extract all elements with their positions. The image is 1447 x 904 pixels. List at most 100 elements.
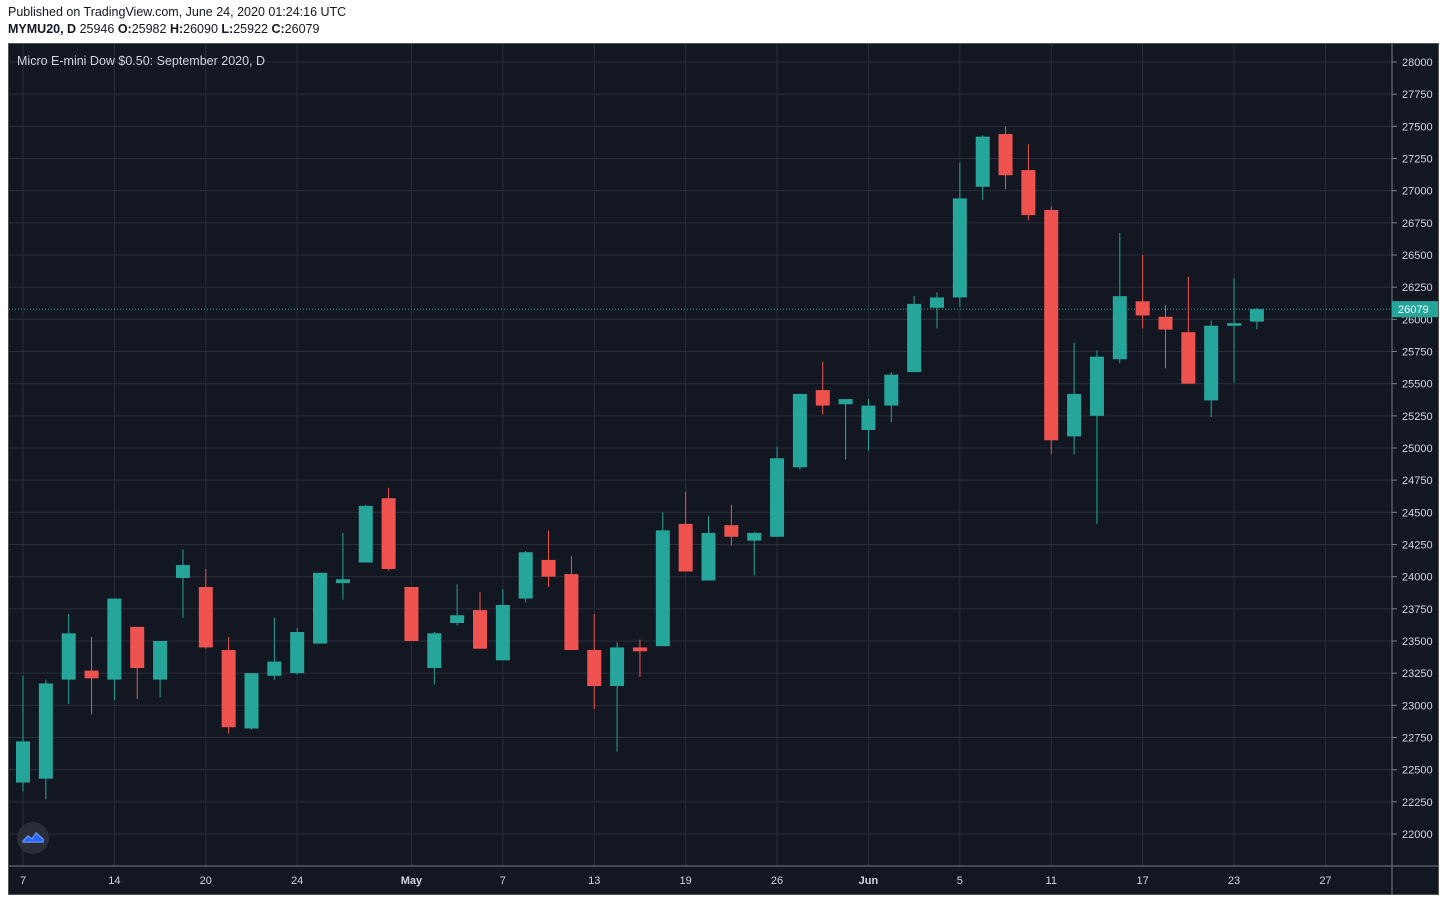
y-tick-label: 22000	[1402, 829, 1433, 841]
x-tick-label: 24	[291, 875, 303, 887]
candle-body	[290, 631, 305, 674]
candle-body	[610, 647, 625, 687]
candle-body	[587, 650, 602, 687]
candle-body	[244, 673, 259, 729]
candle-body	[518, 552, 533, 599]
y-tick-label: 26000	[1402, 314, 1433, 326]
candle-body	[335, 579, 350, 584]
symbol-label: MYMU20, D	[8, 22, 77, 36]
x-tick-label: 7	[500, 875, 506, 887]
chart-title: Micro E-mini Dow $0.50: September 2020, …	[17, 54, 266, 68]
candle-body	[1089, 356, 1104, 416]
y-tick-label: 27250	[1402, 154, 1433, 166]
x-tick-label: 11	[1046, 875, 1057, 887]
candle-body	[404, 586, 419, 641]
close-value: 26079	[284, 22, 320, 36]
x-tick-label: May	[401, 875, 423, 887]
candle-body	[1227, 323, 1242, 326]
candle-body	[1181, 332, 1196, 384]
y-tick-label: 25250	[1402, 411, 1433, 423]
close-label: C:	[271, 22, 285, 36]
candle-body	[473, 610, 487, 649]
candle-body	[861, 405, 876, 430]
candle-body	[1249, 309, 1264, 322]
x-tick-label: 23	[1228, 875, 1240, 887]
candle-body	[84, 670, 99, 679]
candle-body	[952, 198, 967, 298]
candle-body	[450, 615, 465, 623]
x-tick-label: 26	[771, 875, 783, 887]
candle-body	[495, 604, 510, 661]
tradingview-logo-icon[interactable]	[17, 822, 49, 854]
x-tick-label: 14	[108, 875, 120, 887]
candlestick-chart[interactable]: 22000 22250 22500 22750 23000 23250 23500 23750…	[9, 44, 1438, 894]
high-value: 26090	[183, 22, 218, 36]
candle-body	[221, 650, 236, 728]
candle-body	[541, 559, 556, 577]
candle-body	[38, 683, 53, 779]
candle-body	[815, 390, 830, 406]
candle-body	[975, 136, 990, 187]
candle-body	[655, 530, 670, 647]
y-tick-label: 27500	[1402, 121, 1433, 133]
ohlc-legend: MYMU20, D 25946 O:25982 H:26090 L:25922 …	[8, 22, 319, 36]
y-tick-label: 28000	[1402, 57, 1433, 69]
y-tick-label: 24250	[1402, 540, 1433, 552]
y-tick-label: 25500	[1402, 379, 1433, 391]
candle-body	[747, 532, 762, 541]
y-tick-label: 23000	[1402, 700, 1433, 712]
y-tick-label: 24500	[1402, 507, 1433, 519]
candle-body	[1135, 301, 1150, 316]
y-tick-label: 23250	[1402, 668, 1433, 680]
last-value: 25946	[79, 22, 115, 36]
y-tick-label: 22250	[1402, 797, 1433, 809]
candle-body	[1204, 325, 1219, 401]
x-tick-label: 5	[957, 875, 963, 887]
y-tick-label: 26500	[1402, 250, 1433, 262]
y-tick-label: 25000	[1402, 443, 1433, 455]
candle-body	[792, 393, 807, 468]
candle-body	[175, 565, 190, 578]
open-label: O:	[117, 22, 132, 36]
x-tick-label: 7	[20, 875, 26, 887]
candle-body	[838, 399, 853, 405]
y-tick-label: 26250	[1402, 282, 1433, 294]
low-label: L:	[221, 22, 234, 36]
x-tick-label: 27	[1319, 875, 1331, 887]
high-label: H:	[169, 22, 184, 36]
candle-body	[153, 641, 168, 680]
y-tick-label: 25750	[1402, 347, 1433, 359]
candle-body	[61, 633, 76, 680]
candle-body	[107, 598, 122, 680]
candle-body	[1158, 316, 1173, 330]
last-price-badge	[1392, 301, 1438, 318]
y-tick-label: 24750	[1402, 475, 1433, 487]
chart-area[interactable]: 22000 22250 22500 22750 23000 23250 23500 23750…	[8, 43, 1439, 895]
candle-body	[16, 741, 30, 783]
y-tick-label: 23750	[1402, 604, 1433, 616]
x-tick-label: 19	[680, 875, 692, 887]
candle-body	[313, 572, 328, 644]
y-tick-label: 27000	[1402, 186, 1433, 198]
candle-body	[130, 626, 145, 669]
candle-body	[632, 647, 647, 652]
candle-body	[907, 303, 922, 373]
x-tick-label: 17	[1137, 875, 1149, 887]
y-tick-label: 27750	[1402, 89, 1433, 101]
last-price-label: 26079	[1398, 304, 1429, 316]
y-tick-label: 22500	[1402, 765, 1433, 777]
candle-body	[381, 498, 396, 569]
candle-body	[701, 532, 716, 581]
candle-body	[358, 505, 373, 563]
tradingview-logo-glyph	[22, 831, 44, 843]
y-tick-label: 23500	[1402, 636, 1433, 648]
candle-body	[1044, 209, 1059, 441]
candle-body	[1067, 393, 1082, 437]
candle-body	[198, 586, 213, 648]
x-tick-label: 13	[588, 875, 600, 887]
candle-body	[427, 633, 442, 669]
candle-body	[564, 574, 579, 651]
candle-body	[1021, 170, 1036, 216]
y-tick-label: 24000	[1402, 572, 1433, 584]
x-tick-label: Jun	[859, 875, 879, 887]
